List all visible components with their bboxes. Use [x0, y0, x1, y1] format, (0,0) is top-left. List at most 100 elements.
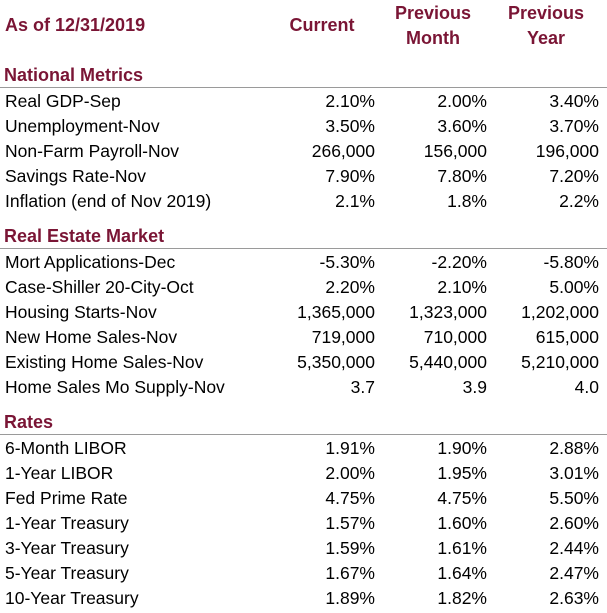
current-value: 2.1% [335, 191, 375, 211]
table-row: 10-Year Treasury 1.89% 1.82% 2.63% [0, 586, 607, 611]
current-value: 1.59% [325, 538, 375, 558]
previous-month-value: 1.95% [437, 463, 487, 483]
previous-year-value: 2.63% [549, 588, 599, 608]
previous-year-header-line1: Previous [507, 3, 585, 23]
row-label: Inflation (end of Nov 2019) [5, 191, 212, 211]
previous-year-value: 2.44% [549, 538, 599, 558]
table-row: Unemployment-Nov 3.50% 3.60% 3.70% [0, 114, 607, 139]
previous-year-value: 5,210,000 [521, 352, 599, 372]
current-value: 1.89% [325, 588, 375, 608]
table-row: Case-Shiller 20-City-Oct 2.20% 2.10% 5.00% [0, 275, 607, 300]
previous-month-value: 3.60% [437, 116, 487, 136]
row-label: 5-Year Treasury [5, 563, 129, 583]
row-label: 1-Year LIBOR [5, 463, 114, 483]
section-header: Rates [0, 410, 607, 435]
table-row: 1-Year Treasury 1.57% 1.60% 2.60% [0, 511, 607, 536]
table-row: Mort Applications-Dec -5.30% -2.20% -5.80% [0, 250, 607, 275]
section-header: National Metrics [0, 63, 607, 88]
table-row: 6-Month LIBOR 1.91% 1.90% 2.88% [0, 436, 607, 461]
section-title: National Metrics [4, 65, 144, 85]
previous-month-value: 1,323,000 [409, 302, 487, 322]
row-label: Existing Home Sales-Nov [5, 352, 204, 372]
previous-month-value: 1.8% [447, 191, 487, 211]
row-label: 1-Year Treasury [5, 513, 129, 533]
previous-month-value: 1.90% [437, 438, 487, 458]
current-value: 1.57% [325, 513, 375, 533]
section-title: Rates [4, 412, 54, 432]
row-label: Savings Rate-Nov [5, 166, 147, 186]
previous-month-value: 1.64% [437, 563, 487, 583]
current-value: 2.00% [325, 463, 375, 483]
previous-year-value: 4.0 [574, 377, 599, 397]
current-value: 5,350,000 [297, 352, 375, 372]
previous-month-value: -2.20% [431, 252, 487, 272]
previous-year-column-header: Previous Year [486, 1, 606, 51]
table-row: Fed Prime Rate 4.75% 4.75% 5.50% [0, 486, 607, 511]
table-row: Existing Home Sales-Nov 5,350,000 5,440,00… [0, 350, 607, 375]
previous-month-value: 3.9 [462, 377, 487, 397]
table-row: 5-Year Treasury 1.67% 1.64% 2.47% [0, 561, 607, 586]
row-label: Fed Prime Rate [5, 488, 128, 508]
previous-month-value: 4.75% [437, 488, 487, 508]
row-label: 3-Year Treasury [5, 538, 129, 558]
previous-month-header-line2: Month [406, 28, 460, 48]
table-row: Home Sales Mo Supply-Nov 3.7 3.9 4.0 [0, 375, 607, 400]
row-label: Home Sales Mo Supply-Nov [5, 377, 225, 397]
current-header-label: Current [289, 15, 355, 35]
row-label: Unemployment-Nov [5, 116, 160, 136]
table-row: Housing Starts-Nov 1,365,000 1,323,000 1,20… [0, 300, 607, 325]
previous-month-header-line1: Previous [394, 3, 472, 23]
current-value: -5.30% [319, 252, 375, 272]
row-label: Real GDP-Sep [5, 91, 121, 111]
previous-year-value: 7.20% [549, 166, 599, 186]
table-row: New Home Sales-Nov 719,000 710,000 615,000 [0, 325, 607, 350]
previous-month-value: 5,440,000 [409, 352, 487, 372]
as-of-date-heading: As of 12/31/2019 [5, 15, 146, 35]
previous-year-value: 3.01% [549, 463, 599, 483]
previous-year-value: 2.60% [549, 513, 599, 533]
previous-month-value: 1.61% [437, 538, 487, 558]
previous-year-value: 1,202,000 [521, 302, 599, 322]
previous-month-column-header: Previous Month [373, 1, 493, 51]
row-label: Mort Applications-Dec [5, 252, 176, 272]
previous-year-header-line2: Year [526, 28, 566, 48]
row-label: Housing Starts-Nov [5, 302, 157, 322]
table-row: 3-Year Treasury 1.59% 1.61% 2.44% [0, 536, 607, 561]
current-value: 2.10% [325, 91, 375, 111]
previous-year-value: 3.70% [549, 116, 599, 136]
previous-year-value: 5.00% [549, 277, 599, 297]
current-value: 1,365,000 [297, 302, 375, 322]
current-column-header: Current [262, 13, 382, 38]
current-value: 3.50% [325, 116, 375, 136]
table-row: 1-Year LIBOR 2.00% 1.95% 3.01% [0, 461, 607, 486]
current-value: 2.20% [325, 277, 375, 297]
previous-month-value: 2.00% [437, 91, 487, 111]
row-label: 6-Month LIBOR [5, 438, 127, 458]
previous-month-value: 1.60% [437, 513, 487, 533]
section-title: Real Estate Market [4, 226, 165, 246]
current-value: 7.90% [325, 166, 375, 186]
table-row: Savings Rate-Nov 7.90% 7.80% 7.20% [0, 164, 607, 189]
row-label: Non-Farm Payroll-Nov [5, 141, 180, 161]
previous-year-value: 3.40% [549, 91, 599, 111]
current-value: 719,000 [311, 327, 375, 347]
table-row: Non-Farm Payroll-Nov 266,000 156,000 196,00… [0, 139, 607, 164]
previous-month-value: 156,000 [423, 141, 487, 161]
previous-month-value: 1.82% [437, 588, 487, 608]
current-value: 4.75% [325, 488, 375, 508]
current-value: 1.91% [325, 438, 375, 458]
current-value: 1.67% [325, 563, 375, 583]
previous-year-value: 2.47% [549, 563, 599, 583]
row-label: Case-Shiller 20-City-Oct [5, 277, 194, 297]
table-row: Inflation (end of Nov 2019) 2.1% 1.8% 2.2% [0, 189, 607, 214]
previous-month-value: 7.80% [437, 166, 487, 186]
previous-year-value: -5.80% [543, 252, 599, 272]
previous-month-value: 2.10% [437, 277, 487, 297]
previous-year-value: 615,000 [535, 327, 599, 347]
current-value: 3.7 [350, 377, 375, 397]
previous-year-value: 5.50% [549, 488, 599, 508]
current-value: 266,000 [311, 141, 375, 161]
previous-year-value: 2.2% [559, 191, 599, 211]
previous-year-value: 196,000 [535, 141, 599, 161]
